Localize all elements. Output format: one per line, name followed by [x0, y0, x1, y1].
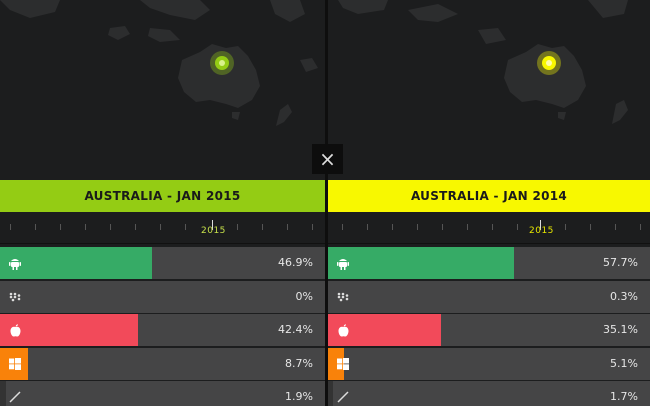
- timeline-year-label: 2015: [201, 226, 226, 236]
- world-map: [0, 0, 325, 180]
- world-map: [328, 0, 650, 180]
- os-row-android[interactable]: 46.9%: [0, 247, 325, 279]
- timeline-year-label: 2015: [529, 226, 554, 236]
- os-share-list: 46.9% 0% 42.4% 8.7% 1.9%: [0, 247, 325, 406]
- windows-icon: [8, 357, 22, 371]
- os-row-apple[interactable]: 42.4%: [0, 314, 325, 346]
- timeline-tick: [492, 224, 493, 230]
- share-percent: 1.9%: [285, 390, 313, 403]
- other-icon: [8, 390, 22, 404]
- timeline-tick: [262, 224, 263, 230]
- share-percent: 42.4%: [278, 323, 313, 336]
- android-icon: [8, 256, 22, 270]
- os-row-blackberry[interactable]: 0%: [0, 280, 325, 313]
- location-marker[interactable]: [210, 51, 234, 75]
- apple-icon: [336, 323, 350, 337]
- os-row-windows[interactable]: 8.7%: [0, 347, 325, 380]
- share-bar: [0, 347, 29, 380]
- os-row-other[interactable]: 1.9%: [0, 381, 325, 406]
- timeline-tick: [237, 224, 238, 230]
- os-row-android[interactable]: 57.7%: [328, 247, 650, 279]
- share-bar: [328, 280, 329, 313]
- share-bar: [0, 381, 7, 406]
- timeline-tick: [615, 224, 616, 230]
- share-bar: [328, 347, 345, 380]
- share-percent: 1.7%: [610, 390, 638, 403]
- share-percent: 35.1%: [603, 323, 638, 336]
- windows-icon: [336, 357, 350, 371]
- os-row-blackberry[interactable]: 0.3%: [328, 280, 650, 313]
- panel-left: AUSTRALIA - JAN 2015 2015 46.9% 0% 42.4% 8.…: [0, 0, 325, 406]
- panel-title-bar: AUSTRALIA - JAN 2015: [0, 180, 325, 218]
- os-row-apple[interactable]: 35.1%: [328, 314, 650, 346]
- timeline-tick: [367, 224, 368, 230]
- panel-title: AUSTRALIA - JAN 2015: [84, 189, 241, 203]
- timeline-tick: [60, 224, 61, 230]
- timeline-tick: [590, 224, 591, 230]
- timeline-tick: [287, 224, 288, 230]
- timeline-tick: [342, 224, 343, 230]
- timeline-tick: [185, 224, 186, 230]
- timeline-tick: [312, 224, 313, 230]
- timeline-tick: [110, 224, 111, 230]
- timeline-tick: [35, 224, 36, 230]
- os-row-other[interactable]: 1.7%: [328, 381, 650, 406]
- blackberry-icon: [8, 290, 22, 304]
- timeline-major-tick: [540, 220, 541, 230]
- other-icon: [336, 390, 350, 404]
- panel-title: AUSTRALIA - JAN 2014: [410, 189, 568, 203]
- os-share-list: 57.7% 0.3% 35.1% 5.1% 1.7%: [328, 247, 650, 406]
- timeline-major-tick: [212, 220, 213, 230]
- panel-right: AUSTRALIA - JAN 2014 2015 57.7% 0.3% 35.1%…: [328, 0, 650, 406]
- share-percent: 0%: [295, 289, 313, 303]
- timeline-baseline: [0, 243, 325, 244]
- android-icon: [336, 256, 350, 270]
- close-button[interactable]: ×: [312, 144, 343, 174]
- os-row-windows[interactable]: 5.1%: [328, 347, 650, 380]
- share-percent: 46.9%: [278, 256, 313, 269]
- share-bar: [0, 247, 153, 279]
- panel-divider: [325, 0, 328, 406]
- timeline-tick: [85, 224, 86, 230]
- share-percent: 57.7%: [603, 256, 638, 269]
- timeline-baseline: [328, 243, 650, 244]
- share-percent: 5.1%: [610, 356, 638, 370]
- close-icon: ×: [319, 147, 336, 171]
- panel-title-bar: AUSTRALIA - JAN 2014: [328, 180, 650, 218]
- timeline-tick: [135, 224, 136, 230]
- timeline-tick: [160, 224, 161, 230]
- timeline-slider[interactable]: 2015: [0, 212, 325, 246]
- apple-icon: [8, 323, 22, 337]
- location-marker[interactable]: [537, 51, 561, 75]
- share-bar: [328, 247, 514, 279]
- share-percent: 0.3%: [610, 289, 638, 303]
- timeline-tick: [565, 224, 566, 230]
- share-bar: [328, 381, 334, 406]
- timeline-tick: [392, 224, 393, 230]
- timeline-tick: [517, 224, 518, 230]
- timeline-tick: [417, 224, 418, 230]
- timeline-tick: [10, 224, 11, 230]
- timeline-tick: [467, 224, 468, 230]
- timeline-tick: [640, 224, 641, 230]
- timeline-tick: [442, 224, 443, 230]
- share-bar: [0, 314, 138, 346]
- timeline-slider[interactable]: 2015: [328, 212, 650, 246]
- blackberry-icon: [336, 290, 350, 304]
- share-percent: 8.7%: [285, 356, 313, 370]
